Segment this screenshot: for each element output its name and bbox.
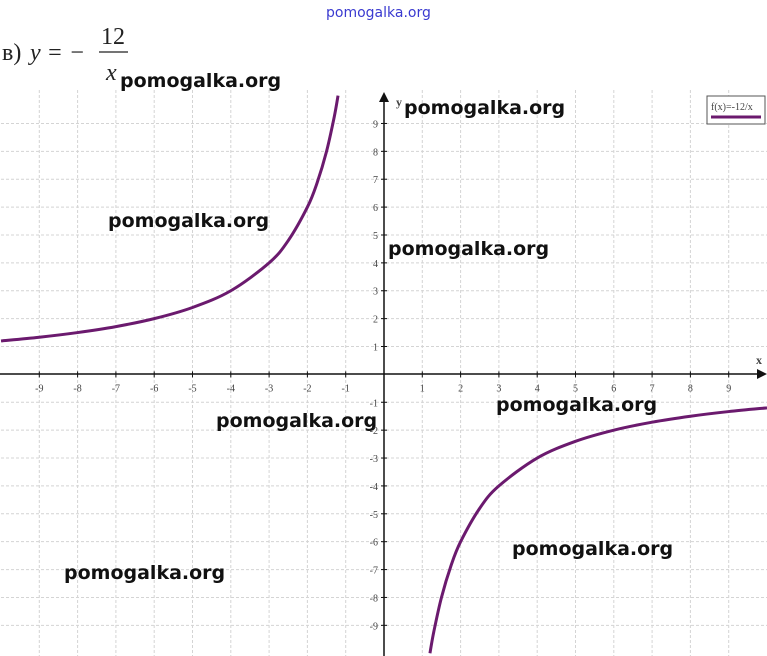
- numerator: 12: [101, 24, 125, 50]
- x-axis-label: x: [756, 353, 762, 367]
- legend-label: f(x)=-12/x: [711, 102, 753, 113]
- x-tick-label: -3: [265, 383, 273, 394]
- denominator: x: [105, 60, 117, 86]
- y-tick-label: -1: [370, 398, 378, 409]
- x-tick-label: 4: [535, 383, 540, 394]
- x-tick-label: -4: [227, 383, 235, 394]
- x-tick-label: -6: [150, 383, 158, 394]
- y-tick-label: 4: [373, 259, 378, 270]
- x-tick-label: 5: [573, 383, 578, 394]
- watermark: pomogalka.org: [388, 238, 549, 260]
- y-tick-label: -9: [370, 621, 378, 632]
- x-tick-label: 2: [458, 383, 463, 394]
- y-tick-label: 7: [373, 175, 378, 186]
- watermark: pomogalka.org: [326, 5, 431, 21]
- y-tick-label: 6: [373, 203, 378, 214]
- watermark: pomogalka.org: [496, 394, 657, 416]
- watermark: pomogalka.org: [64, 562, 225, 584]
- y-tick-label: 9: [373, 119, 378, 130]
- y-tick-label: -7: [370, 566, 378, 577]
- y-tick-label: -6: [370, 538, 378, 549]
- x-axis-arrow: [757, 369, 767, 379]
- x-tick-label: -8: [73, 383, 81, 394]
- y-tick-label: 3: [373, 287, 378, 298]
- y-tick-label: 5: [373, 231, 378, 242]
- y-axis-label: y: [396, 95, 402, 109]
- legend: f(x)=-12/x: [706, 95, 766, 125]
- x-tick-label: 7: [650, 383, 655, 394]
- y-tick-label: -8: [370, 593, 378, 604]
- x-tick-label: 8: [688, 383, 693, 394]
- x-tick-label: -1: [342, 383, 350, 394]
- y-tick-label: 1: [373, 343, 378, 354]
- y-tick-label: -4: [370, 482, 378, 493]
- watermark: pomogalka.org: [216, 410, 377, 432]
- x-tick-label: 3: [496, 383, 501, 394]
- watermark: pomogalka.org: [108, 210, 269, 232]
- y-tick-label: -2: [370, 426, 378, 437]
- y-tick-label: 2: [373, 315, 378, 326]
- curve: [0, 95, 767, 654]
- watermark: pomogalka.org: [404, 97, 565, 119]
- equation-lhs: y = −: [28, 40, 85, 66]
- watermark: pomogalka.org: [512, 538, 673, 560]
- y-tick-label: 8: [373, 147, 378, 158]
- x-tick-label: -5: [188, 383, 196, 394]
- y-tick-label: -3: [370, 454, 378, 465]
- x-tick-label: -2: [303, 383, 311, 394]
- x-tick-label: -9: [35, 383, 43, 394]
- watermark: pomogalka.org: [120, 70, 281, 92]
- y-axis-arrow: [379, 92, 389, 102]
- x-tick-label: 1: [420, 383, 425, 394]
- legend-box: [706, 95, 766, 125]
- x-tick-label: 9: [726, 383, 731, 394]
- x-tick-label: 6: [611, 383, 616, 394]
- y-tick-label: -5: [370, 510, 378, 521]
- watermarks: pomogalka.org pomogalka.org pomogalka.org p…: [64, 5, 673, 584]
- title-prefix: в): [2, 40, 21, 66]
- x-tick-label: -7: [112, 383, 120, 394]
